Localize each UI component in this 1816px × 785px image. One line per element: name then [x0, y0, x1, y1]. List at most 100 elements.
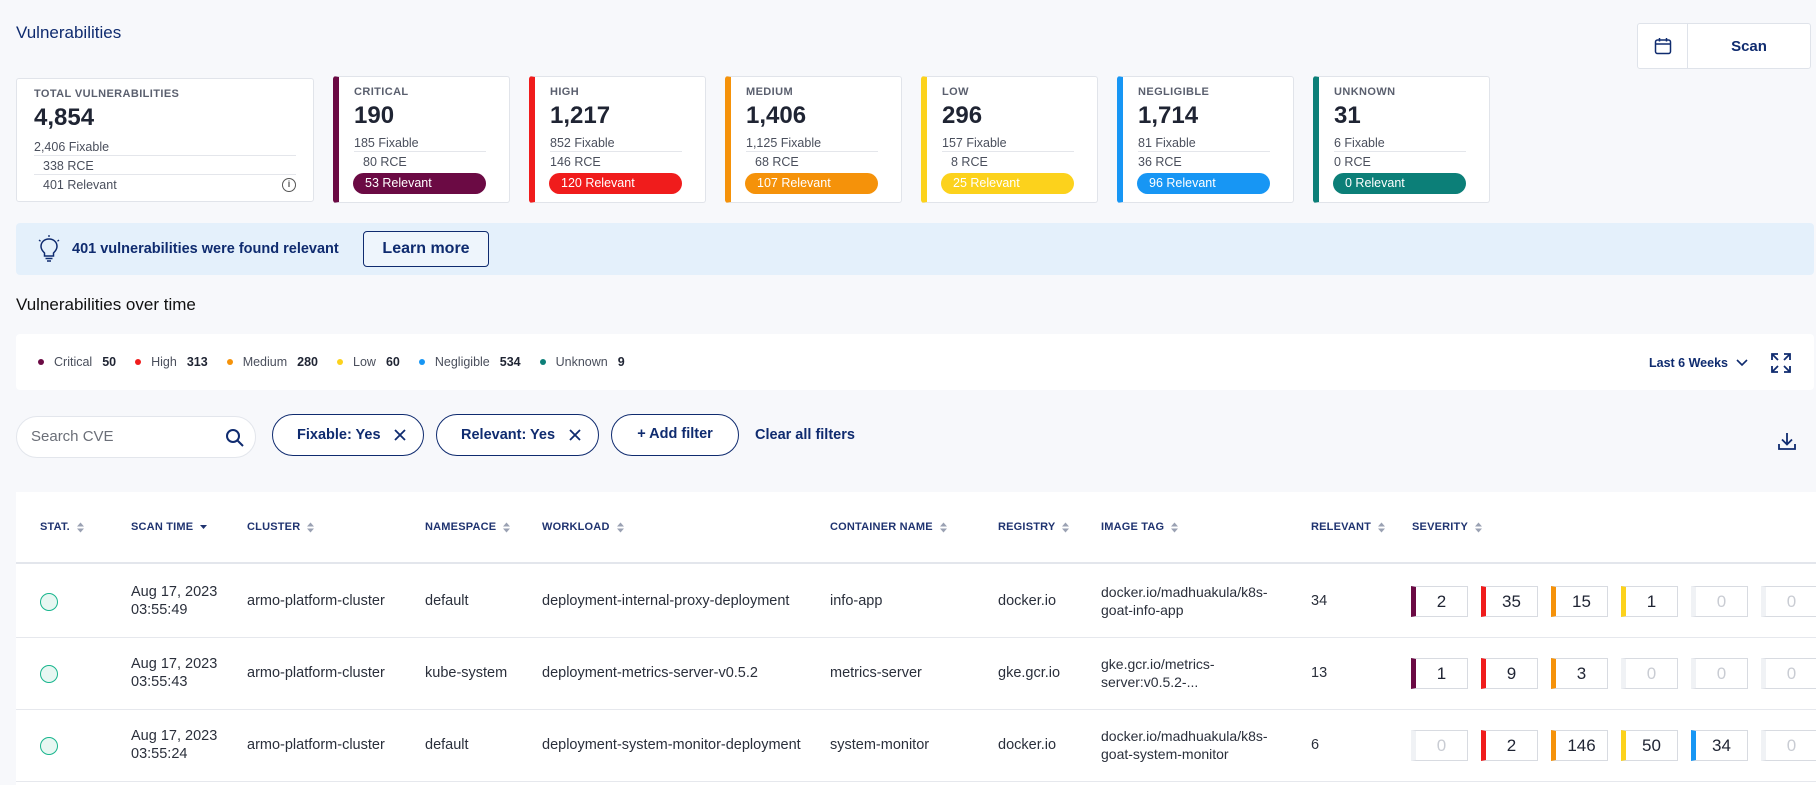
- close-icon[interactable]: [568, 428, 582, 442]
- registry-cell: docker.io: [998, 737, 1057, 753]
- severity-fixable: 1,125 Fixable: [746, 136, 822, 150]
- table-row[interactable]: Aug 17, 2023 03:55:24 armo-platform-cluste…: [16, 710, 1816, 782]
- severity-count-negligible: 0: [1691, 586, 1748, 617]
- severity-relevant-pill[interactable]: 120 Relevant: [549, 173, 682, 194]
- divider: [1138, 151, 1270, 152]
- legend-item-medium[interactable]: Medium 280: [226, 355, 318, 369]
- schedule-scan-button[interactable]: [1638, 24, 1688, 68]
- severity-rce: 8 RCE: [951, 155, 988, 169]
- legend-item-high[interactable]: High 313: [135, 355, 208, 369]
- column-header-namespace[interactable]: NAMESPACE: [425, 521, 511, 533]
- severity-relevant-pill[interactable]: 0 Relevant: [1333, 173, 1466, 194]
- severity-count-negligible: 0: [1691, 658, 1748, 689]
- severity-relevant-pill[interactable]: 107 Relevant: [745, 173, 878, 194]
- column-header-scan-time[interactable]: SCAN TIME: [131, 521, 208, 533]
- expand-icon[interactable]: [1770, 352, 1792, 374]
- legend-item-critical[interactable]: Critical 50: [38, 355, 116, 369]
- filter-chip-fixable[interactable]: Fixable: Yes: [272, 414, 424, 456]
- scan-date: Aug 17, 2023: [131, 656, 218, 672]
- legend-dot: [38, 359, 44, 365]
- workload-cell[interactable]: deployment-system-monitor-deployment: [542, 737, 801, 753]
- relevant-cell: 34: [1311, 593, 1328, 609]
- legend-name: Medium: [242, 355, 288, 369]
- severity-fixable: 157 Fixable: [942, 136, 1007, 150]
- scan-time-cell: Aug 17, 2023 03:55:24: [131, 727, 217, 763]
- severity-label: NEGLIGIBLE: [1138, 86, 1210, 98]
- column-header-cluster[interactable]: CLUSTER: [247, 521, 315, 533]
- severity-label: UNKNOWN: [1334, 86, 1396, 98]
- search-input[interactable]: [31, 428, 211, 445]
- legend-dot: [226, 359, 233, 365]
- workload-cell[interactable]: deployment-internal-proxy-deployment: [542, 593, 790, 609]
- scan-button[interactable]: Scan: [1731, 37, 1767, 55]
- scan-clock: 03:55:43: [131, 674, 188, 690]
- learn-more-button[interactable]: Learn more: [363, 231, 489, 267]
- severity-card-low[interactable]: LOW 296 157 Fixable 8 RCE 25 Relevant: [921, 76, 1098, 203]
- scan-toolbar: Scan: [1637, 23, 1811, 69]
- banner-text: 401 vulnerabilities were found relevant: [72, 241, 339, 257]
- severity-card-medium[interactable]: MEDIUM 1,406 1,125 Fixable 68 RCE 107 Releva…: [725, 76, 902, 203]
- cluster-cell: armo-platform-cluster: [247, 665, 385, 681]
- header-label: REGISTRY: [998, 521, 1056, 533]
- severity-relevant-pill[interactable]: 25 Relevant: [941, 173, 1074, 194]
- severity-count-low: 1: [1621, 586, 1678, 617]
- column-header-relevant[interactable]: RELEVANT: [1311, 521, 1386, 533]
- column-header-severity[interactable]: SEVERITY: [1412, 521, 1483, 533]
- column-header-image-tag[interactable]: IMAGE TAG: [1101, 521, 1179, 533]
- image-tag-cell: docker.io/madhuakula/k8s-goat-info-app: [1101, 584, 1268, 618]
- severity-count-low: 50: [1621, 730, 1678, 761]
- registry-cell: gke.gcr.io: [998, 665, 1061, 681]
- time-range-select[interactable]: Last 6 Weeks: [1649, 356, 1748, 370]
- column-header-container-name[interactable]: CONTAINER NAME: [830, 521, 947, 533]
- table-row[interactable]: Aug 17, 2023 03:55:43 armo-platform-cluste…: [16, 638, 1816, 710]
- relevant-cell: 13: [1311, 665, 1328, 681]
- info-icon[interactable]: i: [282, 178, 296, 192]
- severity-card-critical[interactable]: CRITICAL 190 185 Fixable 80 RCE 53 Relevant: [333, 76, 510, 203]
- severity-fixable: 852 Fixable: [550, 136, 615, 150]
- severity-rce: 0 RCE: [1334, 155, 1371, 169]
- scan-date: Aug 17, 2023: [131, 728, 218, 744]
- severity-count-critical: 2: [1411, 586, 1468, 617]
- severity-rce: 146 RCE: [550, 155, 601, 169]
- header-label: SCAN TIME: [131, 521, 194, 533]
- severity-label: HIGH: [550, 86, 580, 98]
- severity-relevant-pill[interactable]: 53 Relevant: [353, 173, 486, 194]
- column-header-workload[interactable]: WORKLOAD: [542, 521, 624, 533]
- search-icon[interactable]: [225, 428, 245, 448]
- severity-card-negligible[interactable]: NEGLIGIBLE 1,714 81 Fixable 36 RCE 96 Releva…: [1117, 76, 1294, 203]
- download-icon[interactable]: [1777, 431, 1797, 451]
- table-row[interactable]: Aug 17, 2023 03:55:49 armo-platform-cluste…: [16, 566, 1816, 638]
- severity-count-unknown: 0: [1761, 730, 1816, 761]
- legend-value: 9: [617, 355, 625, 369]
- column-header-stat[interactable]: STAT.: [40, 521, 84, 533]
- workload-cell[interactable]: deployment-metrics-server-v0.5.2: [542, 665, 758, 681]
- close-icon[interactable]: [393, 428, 407, 442]
- severity-count-medium: 15: [1551, 586, 1608, 617]
- relevancy-banner: 401 vulnerabilities were found relevant …: [16, 223, 1814, 275]
- clear-filters-link[interactable]: Clear all filters: [755, 427, 855, 443]
- severity-count-high: 35: [1481, 586, 1538, 617]
- legend-item-unknown[interactable]: Unknown 9: [539, 355, 625, 369]
- severity-card-high[interactable]: HIGH 1,217 852 Fixable 146 RCE 120 Relevant: [529, 76, 706, 203]
- header-label: NAMESPACE: [425, 521, 497, 533]
- legend-name: Unknown: [555, 355, 608, 369]
- legend: Critical 50 High 313 Medium 280 Low 60 Negligibl…: [38, 355, 644, 369]
- divider: [942, 151, 1074, 152]
- chip-label: Fixable: Yes: [297, 427, 381, 443]
- severity-relevant-pill[interactable]: 96 Relevant: [1137, 173, 1270, 194]
- filter-chip-relevant[interactable]: Relevant: Yes: [436, 414, 599, 456]
- sort-desc-icon: [200, 524, 208, 529]
- severity-count-unknown: 0: [1761, 658, 1816, 689]
- image-tag-cell: gke.gcr.io/metrics-server:v0.5.2-...: [1101, 656, 1215, 690]
- divider: [550, 151, 682, 152]
- header-label: CONTAINER NAME: [830, 521, 933, 533]
- sort-icon: [1171, 522, 1179, 532]
- legend-dot: [539, 359, 546, 365]
- legend-item-negligible[interactable]: Negligible 534: [418, 355, 521, 369]
- status-icon: [40, 737, 58, 755]
- column-header-registry[interactable]: REGISTRY: [998, 521, 1070, 533]
- add-filter-button[interactable]: + Add filter: [611, 414, 739, 456]
- legend-item-low[interactable]: Low 60: [337, 355, 400, 369]
- severity-card-unknown[interactable]: UNKNOWN 31 6 Fixable 0 RCE 0 Relevant: [1313, 76, 1490, 203]
- severity-count-high: 2: [1481, 730, 1538, 761]
